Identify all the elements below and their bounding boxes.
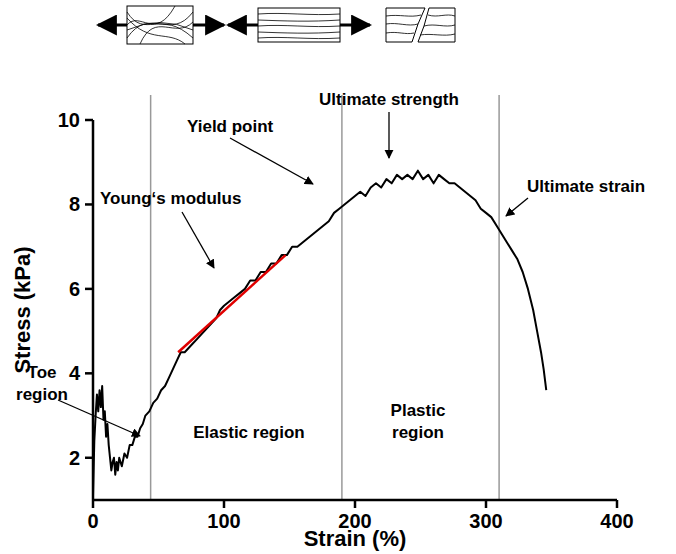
annotation: Toeregion (16, 363, 68, 404)
fibre (386, 24, 418, 25)
annotation: Young‘s modulus (100, 189, 241, 208)
y-axis (92, 120, 95, 500)
chart: 2468100100200300400Strain (%)Stress (kPa… (0, 0, 676, 554)
fibre (386, 32, 414, 33)
fibre (258, 25, 340, 26)
y-tick (85, 119, 93, 122)
y-tick (85, 457, 93, 460)
fibre (127, 12, 193, 38)
region-boundary (341, 95, 343, 500)
y-tick-label: 4 (69, 362, 81, 384)
x-tick-label: 400 (600, 510, 633, 532)
region-bounds (151, 95, 499, 500)
fibre (424, 25, 455, 26)
annotation-arrow (230, 138, 313, 184)
annotations: Toeregion Young‘s modulus Yield point Ultim… (16, 90, 645, 442)
schematic-box (386, 8, 425, 42)
fibre (258, 32, 340, 33)
fibre (258, 37, 340, 38)
x-tick-label: 300 (469, 510, 502, 532)
schematic-box (258, 8, 340, 42)
fibre (258, 20, 340, 21)
schematic-box (418, 8, 455, 42)
stress-strain-curve (93, 171, 546, 496)
annotation: Ultimate strain (527, 177, 645, 196)
schematic-box (127, 6, 193, 44)
annotation: Plasticregion (391, 401, 446, 442)
y-tick-label: 8 (69, 193, 80, 215)
y-axis-title: Stress (kPa) (10, 246, 35, 373)
x-tick (92, 500, 95, 508)
x-tick-label: 0 (87, 510, 98, 532)
annotation-arrow (506, 198, 528, 216)
schematic-arrow (193, 24, 224, 27)
fibre (386, 15, 421, 16)
x-tick-label: 100 (207, 510, 240, 532)
fibre (258, 13, 340, 14)
y-tick-label: 10 (58, 109, 80, 131)
region-boundary (498, 95, 500, 500)
fibre (420, 34, 455, 35)
axes: 2468100100200300400Strain (%)Stress (kPa… (10, 109, 634, 551)
annotation-arrow (388, 112, 389, 158)
fibre (127, 18, 185, 44)
schematics (98, 6, 455, 44)
x-tick (485, 500, 488, 508)
fibre (428, 15, 455, 16)
x-tick (616, 500, 619, 508)
annotation: Yield point (187, 117, 274, 136)
annotation: Ultimate strength (319, 90, 459, 109)
fibre (127, 6, 175, 25)
y-tick (85, 288, 93, 291)
y-tick (85, 372, 93, 375)
x-axis-title: Strain (%) (304, 526, 407, 551)
y-tick-label: 2 (69, 447, 80, 469)
plot-area (93, 171, 546, 496)
schematic-arrow (228, 24, 258, 27)
fibre (127, 12, 193, 38)
fibre (127, 23, 193, 31)
schematic-arrow (98, 24, 127, 27)
annotation: Elastic region (193, 423, 304, 442)
annotation-arrow (182, 212, 214, 268)
y-tick (85, 203, 93, 206)
region-boundary (150, 95, 152, 500)
x-tick (354, 500, 357, 508)
modulus-fit (178, 255, 285, 352)
x-tick (223, 500, 226, 508)
schematic-arrow (340, 24, 370, 27)
y-tick-label: 6 (69, 278, 80, 300)
annotation-arrow (58, 400, 140, 436)
